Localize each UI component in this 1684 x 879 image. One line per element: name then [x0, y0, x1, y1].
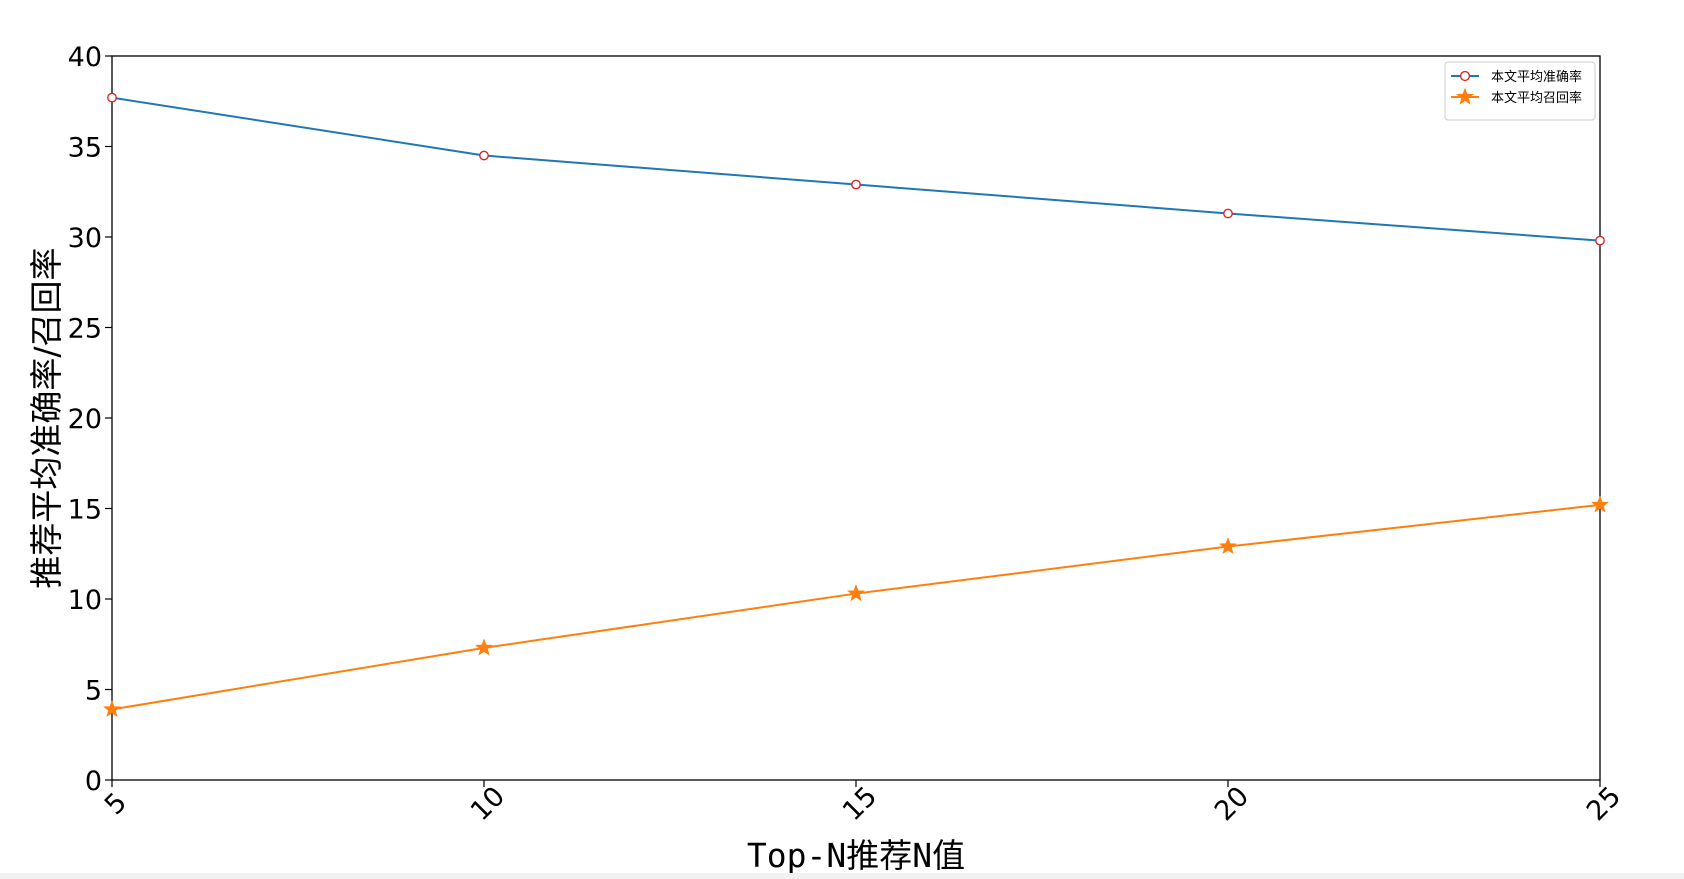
data-point [847, 584, 865, 602]
y-tick-label: 10 [68, 585, 102, 616]
data-point [851, 179, 861, 190]
y-tick-label: 30 [68, 223, 102, 254]
x-tick-label: 15 [837, 781, 883, 827]
legend-marker [1456, 87, 1474, 105]
series-line [111, 503, 1601, 711]
y-tick-label: 15 [68, 495, 102, 526]
data-point [1591, 495, 1609, 513]
legend-label: 本文平均召回率 [1491, 90, 1582, 106]
legend-entry: 本文平均准确率 [1451, 69, 1582, 85]
legend-frame [1444, 61, 1596, 121]
data-point [475, 638, 493, 656]
data-point [1219, 537, 1237, 555]
y-tick-label: 20 [68, 404, 102, 435]
legend-marker [1459, 70, 1471, 82]
legend-label: 本文平均准确率 [1491, 69, 1582, 85]
data-point [1223, 208, 1233, 219]
y-axis-label: 推荐平均准确率/召回率 [27, 247, 66, 588]
series-line [111, 96, 1601, 242]
plot-area [111, 55, 1601, 781]
series-2 [103, 495, 1609, 718]
x-axis-label: Top-N推荐N值 [747, 836, 965, 875]
series-1 [107, 92, 1605, 246]
figure-bottom-strip [0, 873, 1684, 879]
y-tick-label: 25 [68, 314, 102, 345]
legend-entry: 本文平均召回率 [1451, 87, 1582, 106]
y-tick-label: 35 [68, 133, 102, 164]
y-tick-label: 0 [85, 766, 102, 797]
data-point [479, 150, 489, 161]
series-layer [103, 92, 1609, 718]
data-point [1595, 235, 1605, 246]
data-point [103, 699, 121, 718]
x-tick-label: 10 [465, 781, 511, 827]
x-tick-label: 25 [1581, 781, 1627, 827]
x-tick-label: 20 [1209, 781, 1255, 827]
y-tick-label: 40 [68, 42, 102, 73]
data-point [107, 92, 117, 103]
y-tick-label: 5 [85, 676, 102, 707]
plot-frame [111, 55, 1601, 781]
x-tick-label: 5 [99, 787, 133, 821]
